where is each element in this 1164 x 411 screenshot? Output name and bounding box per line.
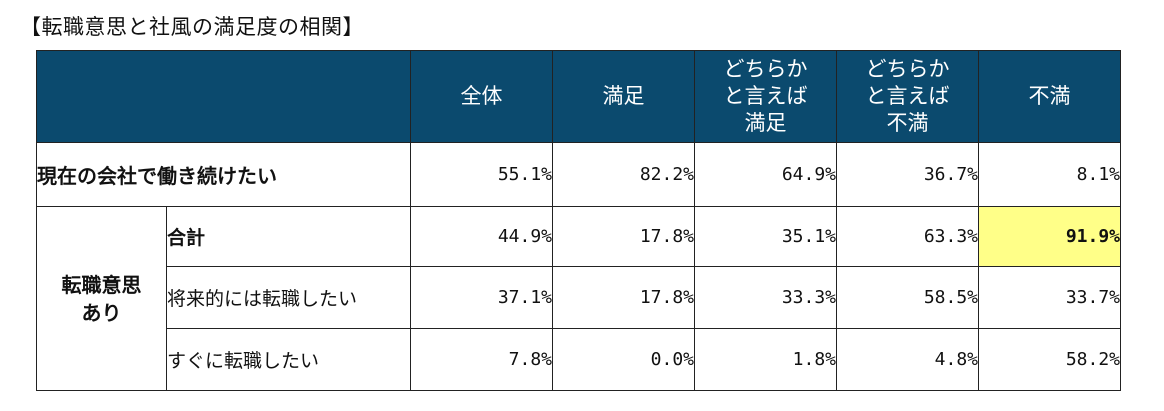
header-corner bbox=[36, 50, 411, 143]
table-cell: 33.7% bbox=[978, 266, 1121, 329]
row-label: 合計 bbox=[166, 206, 411, 267]
group-label-line: あり bbox=[81, 300, 122, 325]
table-cell: 7.8% bbox=[410, 328, 553, 391]
header-col-somewhat-satisfied: どちらか と言えば 満足 bbox=[694, 50, 837, 143]
table-cell: 33.3% bbox=[694, 266, 837, 329]
table-cell: 1.8% bbox=[694, 328, 837, 391]
header-col-satisfied: 満足 bbox=[552, 50, 695, 143]
table-cell: 55.1% bbox=[410, 142, 553, 207]
correlation-table: 全体 満足 どちらか と言えば 満足 どちらか と言えば 不満 不満 現在の会社… bbox=[36, 50, 1121, 391]
table-cell: 0.0% bbox=[552, 328, 695, 391]
row-label: すぐに転職したい bbox=[166, 328, 411, 391]
group-label-line: 転職意思 bbox=[61, 272, 142, 297]
header-line: どちらか bbox=[865, 57, 950, 81]
table-cell: 4.8% bbox=[836, 328, 979, 391]
row-label: 現在の会社で働き続けたい bbox=[36, 142, 411, 207]
table-cell: 8.1% bbox=[978, 142, 1121, 207]
header-row: 全体 満足 どちらか と言えば 満足 どちらか と言えば 不満 不満 bbox=[36, 50, 1121, 143]
highlighted-cell: 91.9% bbox=[978, 206, 1121, 267]
table-cell: 82.2% bbox=[552, 142, 695, 207]
header-line: どちらか bbox=[723, 57, 808, 81]
header-col-dissatisfied: 不満 bbox=[978, 50, 1121, 143]
header-col-somewhat-dissatisfied: どちらか と言えば 不満 bbox=[836, 50, 979, 143]
table-cell: 63.3% bbox=[836, 206, 979, 267]
table-cell: 17.8% bbox=[552, 206, 695, 267]
table-cell: 44.9% bbox=[410, 206, 553, 267]
table-title: 【転職意思と社風の満足度の相関】 bbox=[20, 15, 364, 39]
header-line: と言えば bbox=[865, 84, 950, 108]
table-cell: 36.7% bbox=[836, 142, 979, 207]
header-line: 不満 bbox=[886, 111, 929, 135]
table-cell: 58.5% bbox=[836, 266, 979, 329]
header-line: 満足 bbox=[744, 111, 787, 135]
table-row: 転職意思 あり 合計 44.9% 17.8% 35.1% 63.3% 91.9% bbox=[36, 206, 1121, 391]
header-line: と言えば bbox=[723, 84, 808, 108]
table-cell: 64.9% bbox=[694, 142, 837, 207]
table-cell: 58.2% bbox=[978, 328, 1121, 391]
table-cell: 37.1% bbox=[410, 266, 553, 329]
table-row: 現在の会社で働き続けたい 55.1% 82.2% 64.9% 36.7% 8.1… bbox=[36, 142, 1121, 207]
table-row: すぐに転職したい 7.8% 0.0% 1.8% 4.8% 58.2% bbox=[37, 328, 1121, 391]
table-row: 将来的には転職したい 37.1% 17.8% 33.3% 58.5% 33.7% bbox=[37, 266, 1121, 329]
table-cell: 17.8% bbox=[552, 266, 695, 329]
table-cell: 35.1% bbox=[694, 206, 837, 267]
row-group-label: 転職意思 あり bbox=[36, 206, 167, 391]
row-label: 将来的には転職したい bbox=[166, 266, 411, 329]
header-col-total: 全体 bbox=[410, 50, 553, 143]
